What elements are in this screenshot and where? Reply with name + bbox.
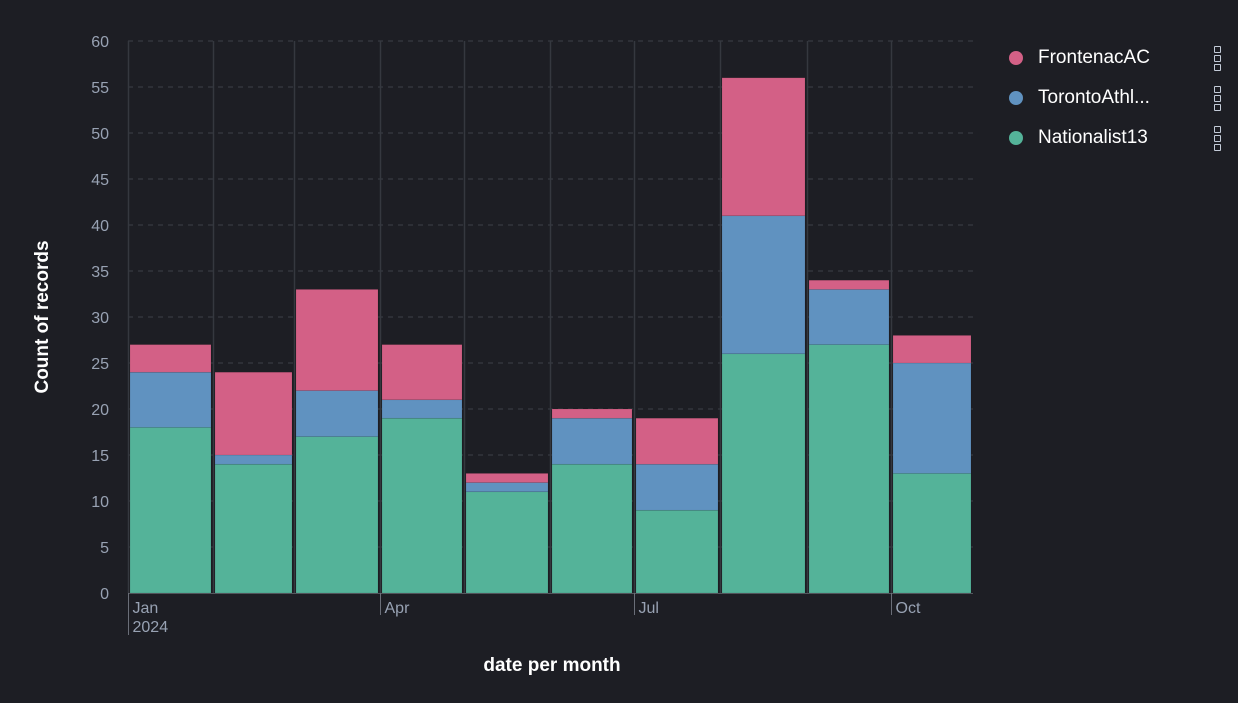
- bar-segment[interactable]: [214, 463, 293, 594]
- bar-segment[interactable]: [721, 77, 806, 217]
- bar-segment[interactable]: [721, 353, 806, 594]
- y-axis-ticks: 0 5 10 15 20 25 30 35 40 45 50 55 60: [91, 34, 109, 603]
- bar-segment[interactable]: [381, 399, 463, 419]
- y-tick-label: 10: [91, 494, 109, 511]
- x-tick-label: Jul: [639, 600, 659, 617]
- y-tick-label: 15: [91, 448, 109, 465]
- bar-segment[interactable]: [214, 371, 293, 456]
- bar-segment[interactable]: [465, 482, 549, 493]
- legend-item-frontenacac[interactable]: FrontenacAC: [1005, 38, 1230, 78]
- bar-segment[interactable]: [295, 436, 379, 594]
- legend-label: TorontoAthl...: [1038, 87, 1150, 108]
- legend-item-nationalist13[interactable]: Nationalist13: [1005, 118, 1230, 158]
- x-axis-ticks: Jan 2024 Apr Jul Oct: [128, 593, 921, 636]
- bar-segment[interactable]: [635, 463, 719, 511]
- legend-swatch-torontoathl: [1009, 91, 1023, 105]
- bar-segment[interactable]: [635, 509, 719, 594]
- y-tick-label: 45: [91, 172, 109, 189]
- legend-label: FrontenacAC: [1038, 47, 1150, 68]
- x-tick-label: Oct: [896, 600, 921, 617]
- bar-segment[interactable]: [721, 215, 806, 355]
- y-tick-label: 50: [91, 126, 109, 143]
- bar-segment[interactable]: [808, 289, 890, 345]
- legend-swatch-nationalist13: [1009, 131, 1023, 145]
- bar-segment[interactable]: [808, 344, 890, 594]
- bar-segment[interactable]: [551, 463, 633, 594]
- vertical-dots-icon[interactable]: [1210, 86, 1224, 111]
- y-tick-label: 55: [91, 80, 109, 97]
- legend: FrontenacAC TorontoAthl... Nationalist13: [1005, 38, 1230, 158]
- x-tick-label: Jan: [133, 600, 159, 617]
- legend-label: Nationalist13: [1038, 127, 1148, 148]
- vertical-dots-icon[interactable]: [1210, 126, 1224, 151]
- bar-segment[interactable]: [214, 454, 293, 465]
- legend-swatch-frontenacac: [1009, 51, 1023, 65]
- y-tick-label: 60: [91, 34, 109, 51]
- vertical-dots-icon[interactable]: [1210, 46, 1224, 71]
- bar-segment[interactable]: [381, 344, 463, 401]
- bar-segment[interactable]: [381, 417, 463, 594]
- y-tick-label: 5: [100, 540, 109, 557]
- x-axis-title: date per month: [483, 655, 620, 676]
- bar-segment[interactable]: [465, 473, 549, 483]
- y-tick-label: 30: [91, 310, 109, 327]
- bar-segment[interactable]: [808, 279, 890, 290]
- x-tick-sublabel: 2024: [133, 619, 169, 636]
- bar-segment[interactable]: [892, 473, 972, 594]
- bar-segment[interactable]: [465, 491, 549, 594]
- legend-item-torontoathl[interactable]: TorontoAthl...: [1005, 78, 1230, 118]
- y-tick-label: 25: [91, 356, 109, 373]
- bar-segment[interactable]: [129, 344, 212, 373]
- bar-segment[interactable]: [892, 362, 972, 474]
- bar-segment[interactable]: [295, 289, 379, 391]
- grid-lines: [127, 40, 975, 594]
- bar-segment[interactable]: [295, 390, 379, 437]
- y-axis-title: Count of records: [32, 240, 53, 393]
- bar-segment[interactable]: [129, 371, 212, 428]
- bar-segment[interactable]: [551, 408, 633, 419]
- y-tick-label: 20: [91, 402, 109, 419]
- y-tick-label: 35: [91, 264, 109, 281]
- y-tick-label: 40: [91, 218, 109, 235]
- bar-segment[interactable]: [635, 417, 719, 465]
- y-tick-label: 0: [100, 586, 109, 603]
- bars: [129, 77, 972, 594]
- bar-segment[interactable]: [551, 417, 633, 465]
- bar-segment[interactable]: [892, 335, 972, 364]
- bar-segment[interactable]: [129, 427, 212, 594]
- x-tick-label: Apr: [385, 600, 411, 617]
